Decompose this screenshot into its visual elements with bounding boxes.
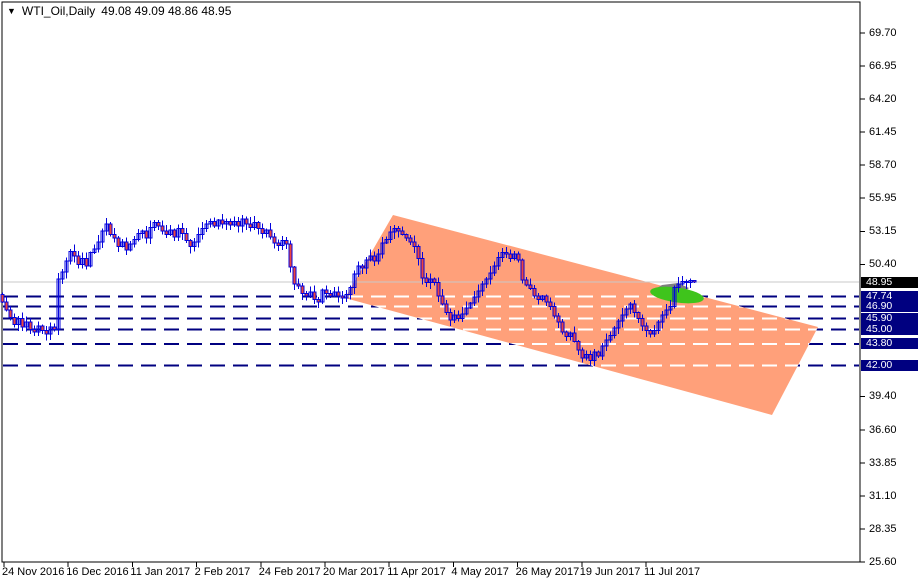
date-tick-label: 4 May 2017 (451, 566, 509, 578)
date-tick-label: 11 Jan 2017 (130, 566, 191, 578)
chart-title-bar: ▼ WTI_Oil,Daily 49.08 49.09 48.86 48.95 (7, 4, 231, 18)
price-line-label: 45.00 (861, 323, 918, 335)
green-annotation[interactable] (649, 284, 705, 306)
symbol-dropdown-icon[interactable]: ▼ (7, 6, 16, 16)
price-line-label: 43.80 (861, 338, 918, 350)
date-tick-label: 19 Jun 2017 (579, 566, 641, 578)
price-tick-label: 36.60 (869, 423, 897, 436)
price-tick-label: 39.40 (869, 390, 897, 403)
ohlc-quote-line: 49.08 49.09 48.86 48.95 (101, 4, 232, 18)
price-tick-label: 25.60 (869, 555, 897, 568)
price-tick-label: 55.95 (869, 191, 897, 204)
price-tick-label: 58.70 (869, 158, 897, 171)
price-tick-label: 53.15 (869, 225, 897, 238)
price-tick-label: 61.45 (869, 125, 897, 138)
date-tick-label: 26 May 2017 (515, 566, 580, 578)
price-tick-label: 28.35 (869, 522, 897, 535)
price-tick-label: 64.20 (869, 92, 897, 105)
price-line-label: 47.74 (861, 291, 918, 303)
axis-tick-marks (3, 32, 865, 567)
price-line-label: 45.90 (861, 313, 918, 325)
price-tick-label: 66.95 (869, 59, 897, 72)
price-tick-label: 33.85 (869, 456, 897, 469)
current-price-label: 48.95 (861, 276, 918, 288)
price-tick-label: 31.10 (869, 489, 897, 502)
price-tick-label: 50.40 (869, 258, 897, 271)
date-tick-label: 11 Apr 2017 (387, 566, 446, 578)
price-line-label: 42.00 (861, 359, 918, 371)
date-tick-label: 2 Feb 2017 (194, 566, 251, 578)
symbol-timeframe-label: WTI_Oil,Daily (21, 4, 96, 18)
date-tick-label: 24 Feb 2017 (258, 566, 321, 578)
candlestick-series (0, 213, 697, 367)
price-line-label: 46.90 (861, 301, 918, 313)
price-tick-label: 69.70 (869, 26, 897, 39)
date-tick-label: 16 Dec 2016 (66, 566, 129, 578)
date-tick-label: 11 Jul 2017 (644, 566, 701, 578)
date-tick-label: 24 Nov 2016 (2, 566, 65, 578)
date-tick-label: 20 Mar 2017 (323, 566, 385, 578)
